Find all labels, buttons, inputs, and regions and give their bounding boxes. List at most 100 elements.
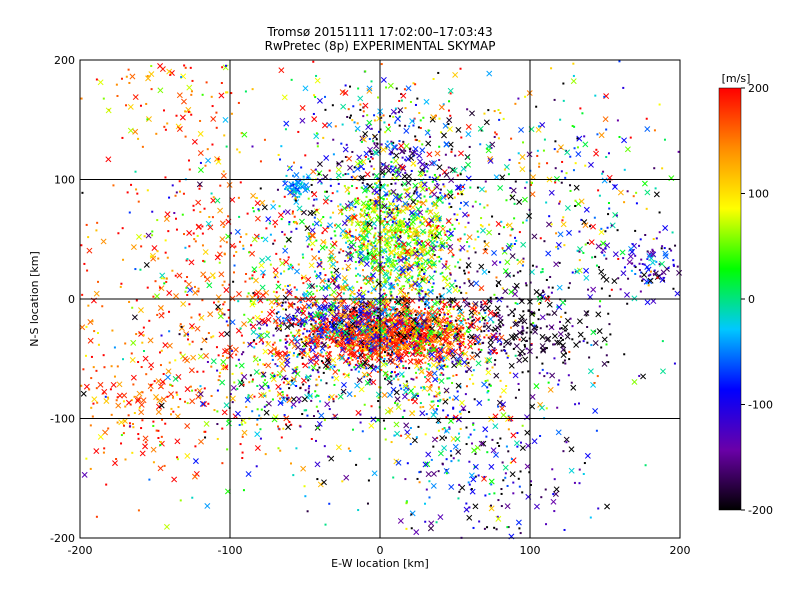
data-point-dot [397,351,400,354]
data-point-dot [356,197,359,200]
data-point-dot [598,305,601,308]
data-point-dot [157,429,160,432]
data-point-dot [448,228,451,231]
data-point-dot [143,235,146,238]
data-point-dot [366,252,369,255]
data-point-dot [374,232,377,235]
data-point-dot [412,238,415,241]
data-point-dot [495,528,498,531]
data-point-dot [408,319,411,322]
data-point-dot [315,285,318,288]
data-point-dot [414,342,417,345]
data-point-dot [222,170,225,173]
data-point-dot [313,363,316,366]
data-point-dot [437,470,440,473]
data-point-dot [434,232,437,235]
data-point-dot [350,176,353,179]
data-point-dot [424,327,427,330]
data-point-dot [367,240,370,243]
data-point-dot [416,261,419,264]
data-point-dot [251,378,254,381]
data-point-dot [103,366,106,369]
data-point-dot [439,191,442,194]
data-point-dot [310,248,313,251]
data-point-dot [443,328,446,331]
data-point-dot [672,259,675,262]
data-point-dot [320,316,323,319]
data-point-cross [371,310,377,317]
data-point-dot [194,445,197,448]
data-point-dot [199,396,202,399]
data-point-dot [378,269,381,272]
data-point-dot [379,240,382,243]
data-point-dot [439,272,442,275]
data-point-dot [380,63,383,66]
data-point-dot [454,218,457,221]
data-point-dot [658,211,661,214]
data-point-dot [382,197,385,200]
data-point-dot [160,307,163,310]
data-point-dot [342,292,345,295]
data-point-dot [395,295,398,298]
data-point-dot [347,269,350,272]
data-point-dot [376,213,379,216]
data-point-dot [368,208,371,211]
data-point-dot [394,259,397,262]
data-point-cross [380,361,387,368]
data-point-dot [500,505,503,508]
data-point-dot [456,342,459,345]
data-point-dot [545,347,548,350]
data-point-dot [90,377,93,380]
data-point-dot [162,373,165,376]
data-point-dot [607,312,610,315]
data-point-dot [493,293,496,296]
data-point-dot [663,138,666,141]
data-point-cross [408,248,415,255]
data-point-dot [398,196,401,199]
data-point-dot [387,194,390,197]
data-point-dot [451,351,454,354]
data-point-dot [338,286,341,289]
data-point-dot [639,238,642,241]
data-point-dot [370,152,373,155]
data-point-dot [141,341,144,344]
data-point-cross [388,262,395,269]
data-point-dot [333,280,336,283]
data-point-dot [80,244,83,247]
data-point-cross [547,386,554,393]
data-point-dot [424,291,427,294]
data-point-cross [335,166,342,173]
data-point-dot [230,112,233,115]
data-point-dot [574,204,577,207]
data-point-dot [171,184,174,187]
data-point-dot [552,493,555,496]
data-point-dot [513,242,516,245]
data-point-dot [295,191,298,194]
data-point-cross [348,243,355,250]
data-point-dot [313,301,316,304]
data-point-dot [121,136,124,139]
data-point-dot [190,93,193,96]
data-point-dot [559,200,562,203]
data-point-cross [319,278,326,284]
data-point-dot [199,210,202,213]
data-point-dot [404,259,407,262]
data-point-dot [412,192,415,195]
data-point-dot [273,239,276,242]
data-point-dot [85,457,88,460]
data-point-cross [428,160,435,167]
data-point-dot [130,183,133,186]
data-point-dot [429,226,432,229]
data-point-dot [486,526,489,529]
data-point-dot [374,288,377,291]
data-point-dot [600,287,603,290]
data-point-dot [468,506,471,509]
data-point-dot [477,348,480,351]
data-point-dot [369,242,372,245]
data-point-dot [128,300,131,303]
data-point-cross [428,217,435,224]
data-point-cross [424,336,431,343]
data-point-cross [496,296,503,303]
data-point-dot [372,320,375,323]
data-point-dot [225,356,228,359]
